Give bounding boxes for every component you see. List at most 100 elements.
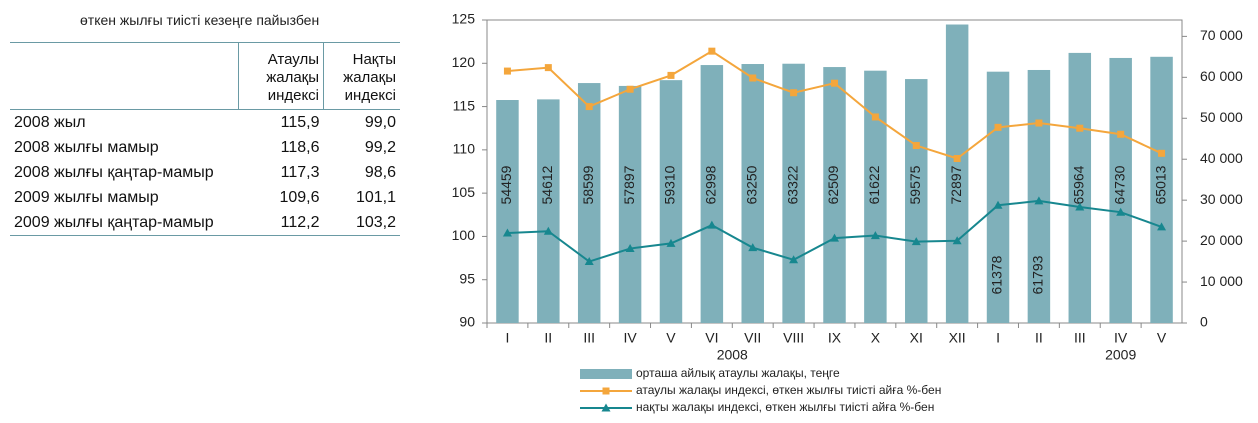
x-tick-label: II <box>1035 330 1043 346</box>
bar-value-label: 62509 <box>825 165 841 204</box>
table-cell: 118,6 <box>280 139 320 156</box>
marker <box>543 226 553 235</box>
marker <box>585 103 593 111</box>
bar-value-label: 72897 <box>948 165 964 204</box>
bar <box>864 70 887 323</box>
legend-marker <box>601 403 611 412</box>
marker <box>584 257 594 266</box>
table-row: 2009 жылғы мамыр 109,6 101,1 <box>10 185 400 210</box>
marker <box>1076 124 1084 132</box>
bar-value-label: 63250 <box>743 165 759 204</box>
bar-value-label: 64730 <box>1111 165 1127 204</box>
bar-value-label: 61622 <box>866 165 882 204</box>
x-tick-label: VIII <box>783 330 804 346</box>
x-tick-label: X <box>871 330 881 346</box>
marker <box>625 244 635 253</box>
y2-tick-label: 30 000 <box>1200 191 1243 207</box>
marker <box>748 243 758 252</box>
table-cell: 101,1 <box>355 189 396 206</box>
legend-label: атаулы жалақы индексі, өткен жылғы тиіст… <box>636 383 941 397</box>
caption: өткен жылғы тиісті кезеңге пайызбен <box>80 12 320 28</box>
bar-value-label: 54459 <box>498 165 514 204</box>
marker <box>666 238 676 247</box>
y-tick-label: 120 <box>452 54 476 70</box>
bar <box>945 24 969 324</box>
x-tick-label: II <box>544 330 552 346</box>
x-tick-label: III <box>583 330 595 346</box>
table-cell: 2009 жылғы қаңтар-мамыр <box>14 214 214 231</box>
table-cell: 2008 жыл <box>14 114 86 131</box>
table-cell: 112,2 <box>280 214 320 231</box>
table-cell: 103,2 <box>355 214 396 231</box>
marker <box>1157 222 1167 231</box>
marker <box>749 74 757 82</box>
bar <box>986 71 1010 323</box>
y2-tick-label: 10 000 <box>1200 273 1243 289</box>
bar-value-label: 65964 <box>1070 165 1086 204</box>
table-row: 2009 жылғы қаңтар-мамыр 112,2 103,2 <box>10 210 400 236</box>
bar <box>659 80 683 323</box>
marker <box>1034 196 1044 205</box>
marker <box>790 89 798 97</box>
table-cell: 2008 жылғы мамыр <box>14 139 159 156</box>
bar-value-label: 57897 <box>621 165 637 204</box>
marker <box>1035 119 1043 127</box>
table: Атаулы жалақы индексі Нақты жалақы индек… <box>10 42 400 236</box>
marker <box>911 237 921 246</box>
x-tick-label: IX <box>828 330 842 346</box>
bar <box>618 85 642 323</box>
marker <box>871 113 879 121</box>
table-cell: 99,2 <box>364 139 396 156</box>
table-row: 2008 жылғы мамыр 118,6 99,2 <box>10 135 400 160</box>
bar-value-label: 61378 <box>989 255 1005 294</box>
bar-value-label: 59310 <box>662 165 678 204</box>
y2-tick-label: 60 000 <box>1200 68 1243 84</box>
y-tick-label: 105 <box>452 184 476 200</box>
y-tick-label: 125 <box>452 11 476 27</box>
table-row: 2008 жылғы қаңтар-мамыр 117,3 98,6 <box>10 160 400 185</box>
x-tick-label: V <box>1157 330 1167 346</box>
table-cell: 109,6 <box>279 189 320 206</box>
x-tick-label: IV <box>1114 330 1128 346</box>
x-tick-label: VII <box>744 330 761 346</box>
legend-label: орташа айлық атаулы жалақы, теңге <box>636 366 840 380</box>
table-cell: 117,3 <box>280 164 320 181</box>
marker <box>503 67 511 75</box>
table-cell: 2009 жылғы мамыр <box>14 189 159 206</box>
legend-swatch <box>580 369 632 379</box>
x-tick-label: IV <box>623 330 637 346</box>
bar-value-label: 58599 <box>580 165 596 204</box>
marker <box>1075 202 1085 211</box>
marker <box>789 255 799 264</box>
marker <box>502 228 512 237</box>
bar <box>823 67 846 323</box>
header-cell: Атаулы жалақы индексі <box>237 42 324 110</box>
marker <box>1116 207 1126 216</box>
x-tick-label: XII <box>949 330 966 346</box>
table-cell: 98,6 <box>364 164 396 181</box>
marker <box>707 220 717 229</box>
marker <box>870 231 880 240</box>
y2-tick-label: 20 000 <box>1200 232 1243 248</box>
bar <box>700 65 724 323</box>
y-tick-label: 115 <box>453 97 476 113</box>
header-row: Атаулы жалақы индексі Нақты жалақы индек… <box>10 42 400 110</box>
marker <box>1158 149 1166 157</box>
marker <box>708 47 716 55</box>
y-tick-label: 90 <box>459 314 475 330</box>
table-row: 2008 жыл 115,9 99,0 <box>10 110 400 136</box>
marker <box>912 142 920 150</box>
marker <box>1117 130 1125 138</box>
year-label: 2008 <box>717 347 748 363</box>
bar <box>1150 56 1173 323</box>
bar-value-label: 63322 <box>784 165 800 204</box>
marker <box>544 64 552 72</box>
y-tick-label: 110 <box>453 141 476 157</box>
legend-label: нақты жалақы индексі, өткен жылғы тиісті… <box>636 400 934 414</box>
marker <box>994 123 1002 131</box>
bar-value-label: 62998 <box>703 165 719 204</box>
bar <box>1109 57 1132 324</box>
marker <box>626 85 634 93</box>
marker <box>952 236 962 245</box>
